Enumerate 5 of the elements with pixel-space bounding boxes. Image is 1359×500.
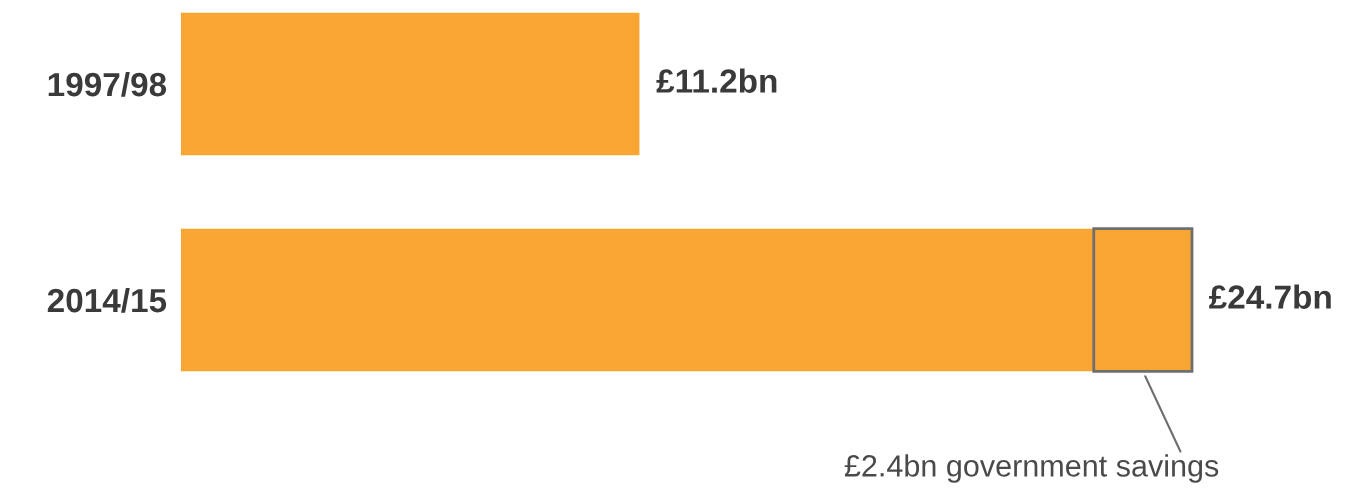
y-tick-label: 1997/98 bbox=[48, 71, 167, 97]
y-tick-label: 2014/15 bbox=[47, 287, 167, 313]
total-label: £24.7bn bbox=[1209, 284, 1331, 309]
total-label: £11.2bn bbox=[656, 68, 777, 93]
data-label: £2.4bn government savings bbox=[844, 454, 1219, 483]
